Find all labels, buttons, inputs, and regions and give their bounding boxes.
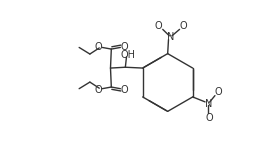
Text: N: N [205, 99, 212, 109]
Text: N: N [167, 32, 174, 42]
Text: O: O [120, 42, 128, 52]
Text: O: O [95, 42, 102, 52]
Text: O: O [214, 87, 222, 97]
Text: O: O [95, 84, 102, 95]
Text: O: O [155, 21, 162, 31]
Text: O: O [205, 113, 213, 123]
Text: O: O [179, 21, 187, 31]
Text: OH: OH [120, 50, 135, 60]
Text: O: O [120, 84, 128, 95]
